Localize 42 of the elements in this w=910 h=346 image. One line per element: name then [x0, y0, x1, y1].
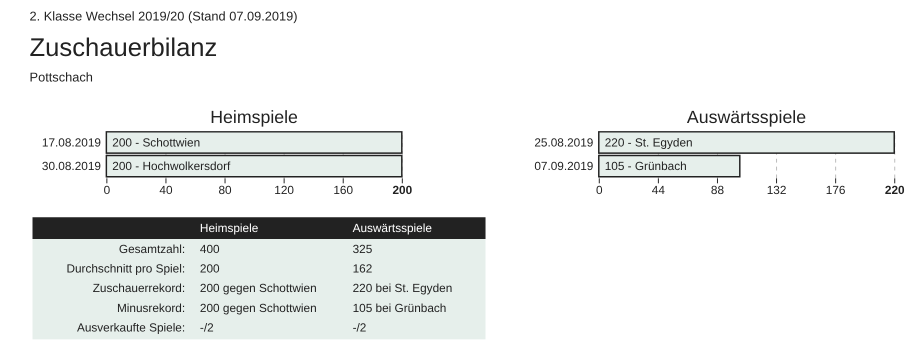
x-tick-label: 44	[652, 183, 666, 198]
text: Zuschauerrekord:	[92, 281, 186, 296]
data-label: 200 - Hochwolkersdorf	[112, 159, 232, 174]
text: Auswärtsspiele	[352, 221, 432, 236]
text: 400	[200, 242, 220, 256]
data-label: 105 - Grünbach	[604, 159, 687, 174]
y-tick-label: 07.09.2019	[534, 159, 594, 174]
text: Minusrekord:	[116, 300, 186, 315]
x-tick-label: 220	[884, 183, 906, 198]
text: Heimspiele	[200, 221, 259, 236]
x-tick-label: 88	[710, 183, 724, 198]
x-tick-label: 0	[104, 183, 111, 198]
text: 105 bei Grünbach	[352, 300, 446, 315]
text: Gesamtzahl:	[118, 242, 186, 256]
text: Ausverkaufte Spiele:	[76, 320, 186, 335]
text: 2. Klasse Wechsel 2019/20 (Stand 07.09.2019)	[30, 8, 298, 24]
chart-title: Heimspiele	[210, 106, 298, 127]
text: -/2	[200, 320, 214, 335]
text: 325	[352, 242, 373, 256]
x-tick-label: 176	[826, 183, 846, 198]
data-label: 220 - St. Egyden	[604, 135, 693, 150]
text: 200 gegen Schottwien	[200, 281, 317, 296]
x-tick-label: 160	[333, 183, 354, 198]
x-tick-label: 120	[274, 183, 294, 198]
text: Durchschnitt pro Spiel:	[66, 261, 186, 276]
text: 220 bei St. Egyden	[352, 281, 452, 296]
y-tick-label: 17.08.2019	[42, 135, 101, 150]
x-tick-label: 40	[159, 183, 173, 198]
x-tick-label: 132	[766, 183, 786, 198]
text: 162	[352, 261, 372, 276]
text: -/2	[352, 320, 366, 335]
text: Pottschach	[30, 69, 93, 84]
text: 200 gegen Schottwien	[200, 300, 317, 315]
text: Zuschauerbilanz	[30, 34, 218, 62]
x-tick-label: 200	[392, 183, 413, 198]
chart-title: Auswärtsspiele	[686, 106, 806, 127]
y-tick-label: 25.08.2019	[534, 135, 594, 150]
x-tick-label: 0	[596, 183, 603, 198]
data-label: 200 - Schottwien	[112, 135, 200, 150]
text: 200	[200, 261, 220, 276]
x-tick-label: 80	[218, 183, 232, 198]
y-tick-label: 30.08.2019	[42, 159, 101, 174]
